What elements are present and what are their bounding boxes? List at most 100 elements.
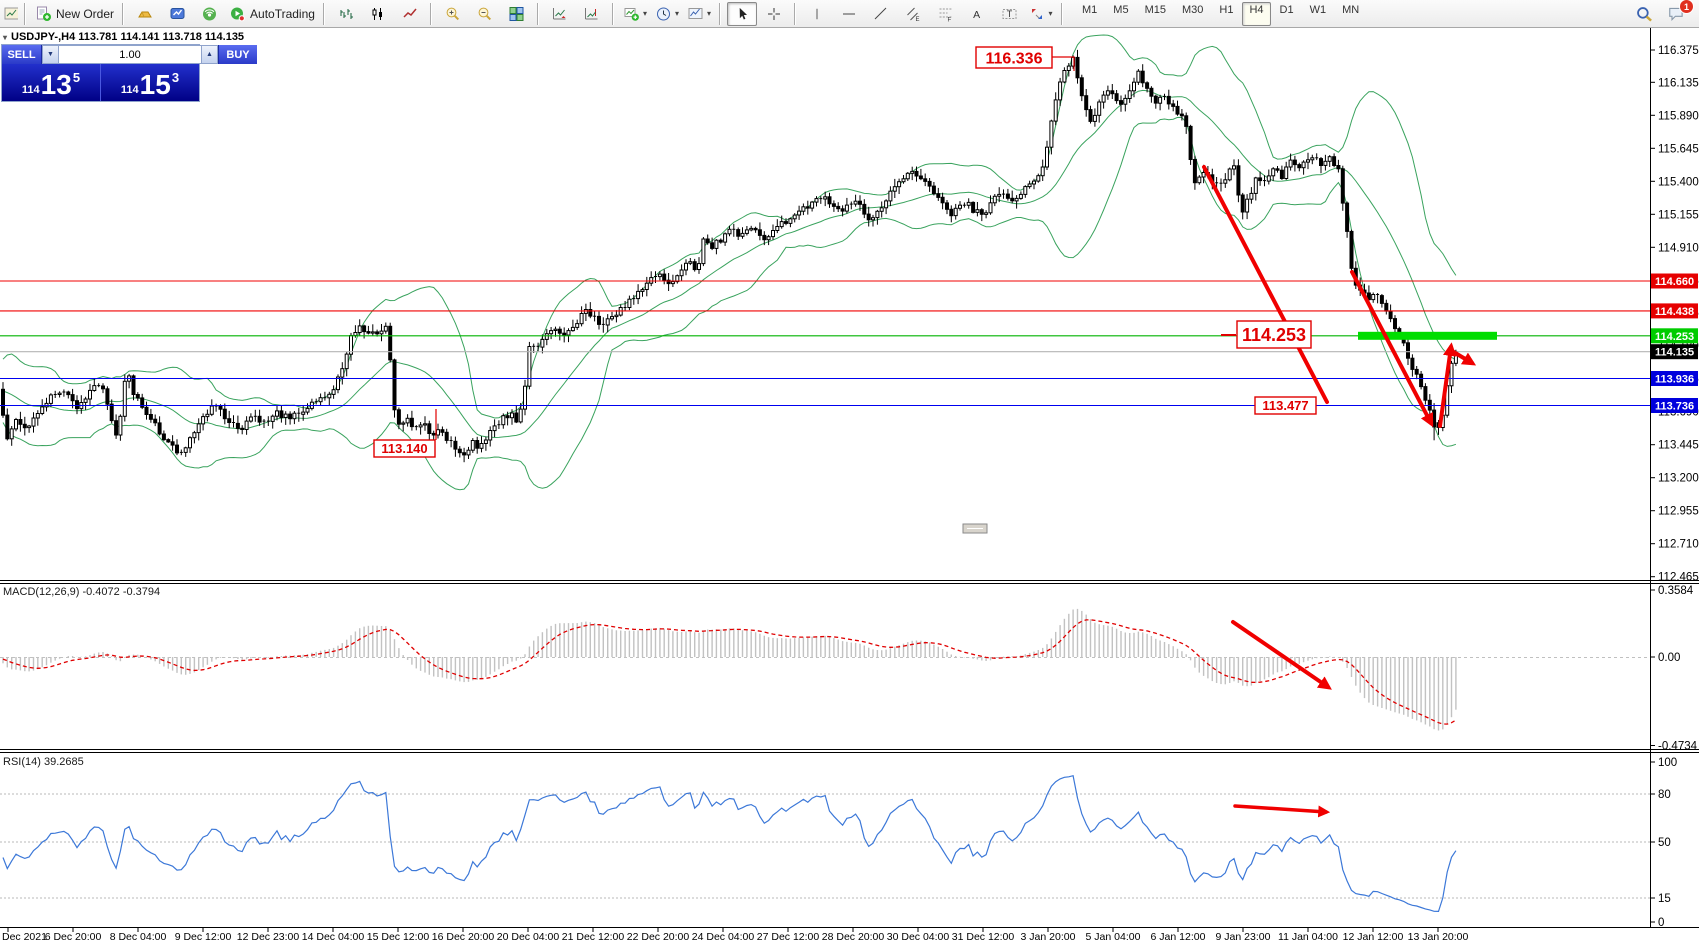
notifications-button[interactable]: 1 — [1661, 0, 1694, 26]
svg-text:113.477: 113.477 — [1262, 398, 1308, 413]
text-button[interactable]: A — [962, 2, 992, 26]
trendline-button[interactable] — [866, 2, 896, 26]
svg-text:16 Dec 20:00: 16 Dec 20:00 — [432, 931, 495, 943]
equidistant-channel-button[interactable]: E — [898, 2, 928, 26]
support-highlight-zone[interactable] — [1358, 331, 1497, 340]
crosshair-button[interactable] — [759, 2, 789, 26]
svg-text:28 Dec 20:00: 28 Dec 20:00 — [822, 931, 885, 943]
sell-price-pips: 13 — [40, 69, 72, 100]
svg-text:-0.4734: -0.4734 — [1658, 741, 1698, 753]
svg-text:114.660: 114.660 — [1655, 276, 1694, 288]
timeframe-M5-button[interactable]: M5 — [1113, 3, 1129, 16]
chevron-down-icon: ▾ — [1048, 9, 1053, 18]
symbol-info: ▾ USDJPY-,H4 113.781 114.141 113.718 114… — [3, 31, 244, 43]
zoom-out-button[interactable] — [470, 2, 500, 26]
svg-text:0: 0 — [1658, 917, 1664, 929]
svg-text:113.736: 113.736 — [1655, 401, 1694, 413]
market-depth-icon — [169, 6, 186, 22]
chevron-down-icon: ▾ — [3, 32, 8, 42]
svg-text:27 Dec 12:00: 27 Dec 12:00 — [757, 931, 820, 943]
timeframe-M1-button[interactable]: M1 — [1082, 3, 1098, 16]
svg-text:0.3584: 0.3584 — [1658, 585, 1694, 597]
chart-shift-button[interactable] — [545, 2, 575, 26]
svg-text:114.253: 114.253 — [1655, 331, 1694, 343]
timeframe-H4-button[interactable]: H4 — [1242, 1, 1271, 26]
zoom-in-button[interactable] — [438, 2, 468, 26]
svg-text:6 Dec 20:00: 6 Dec 20:00 — [45, 931, 102, 943]
horizontal-line-button[interactable] — [834, 2, 864, 26]
volume-increase-button[interactable]: ▲ — [201, 45, 218, 64]
tile-windows-button[interactable] — [502, 2, 532, 26]
bar-chart-button[interactable] — [331, 2, 361, 26]
macd-label: MACD(12,26,9) -0.4072 -0.3794 — [3, 586, 161, 598]
vertical-line-icon — [810, 6, 824, 22]
buy-price-pips: 15 — [139, 69, 171, 100]
periods-button[interactable]: ▾ — [652, 2, 682, 26]
new-order-icon — [35, 6, 52, 22]
macd-signal-line — [2, 619, 1457, 725]
cursor-button[interactable] — [727, 1, 757, 26]
tile-windows-icon — [508, 6, 525, 22]
templates-button[interactable]: ▾ — [684, 2, 714, 26]
fibonacci-icon: F — [937, 6, 954, 22]
svg-text:22 Dec 20:00: 22 Dec 20:00 — [627, 931, 690, 943]
timeframe-D1-button[interactable]: D1 — [1279, 3, 1294, 16]
timeframe-M30-button[interactable]: M30 — [1181, 3, 1204, 16]
new-order-button[interactable]: New Order — [32, 2, 117, 26]
chevron-down-icon: ▾ — [706, 9, 711, 18]
autotrading-icon — [229, 6, 246, 22]
volume-decrease-button[interactable]: ▼ — [42, 45, 59, 64]
buy-button[interactable]: BUY — [218, 45, 257, 64]
gold-button[interactable] — [130, 2, 160, 26]
search-button[interactable] — [1629, 2, 1659, 26]
chevron-down-icon: ▾ — [674, 9, 679, 18]
annotation-labels[interactable]: 116.336 114.253 113.477 113.140 — [373, 46, 1317, 458]
trendline-icon — [873, 6, 889, 22]
chart-autoscroll-button[interactable] — [577, 2, 607, 26]
svg-text:113.936: 113.936 — [1655, 374, 1694, 386]
svg-text:115.155: 115.155 — [1658, 209, 1699, 221]
svg-text:114.253: 114.253 — [1242, 325, 1306, 345]
svg-text:24 Dec 04:00: 24 Dec 04:00 — [692, 931, 755, 943]
new-chart-button[interactable]: ▾ — [620, 2, 650, 26]
svg-text:5 Jan 04:00: 5 Jan 04:00 — [1086, 931, 1141, 943]
panel-splitter-grip[interactable] — [962, 523, 988, 534]
line-chart-button[interactable] — [395, 2, 425, 26]
svg-text:E: E — [915, 17, 919, 22]
timeframe-MN-button[interactable]: MN — [1342, 3, 1360, 16]
signal-button[interactable] — [194, 2, 224, 26]
volume-input[interactable] — [59, 45, 201, 64]
fibonacci-button[interactable]: F — [930, 2, 960, 26]
sell-price-point: 5 — [72, 70, 81, 85]
sell-price[interactable]: 114 13 5 — [2, 64, 101, 101]
timeframe-H1-button[interactable]: H1 — [1219, 3, 1234, 16]
svg-text:11 Jan 04:00: 11 Jan 04:00 — [1278, 931, 1338, 943]
toolbar-separator — [427, 2, 435, 25]
timeframe-M15-button[interactable]: M15 — [1144, 3, 1166, 16]
gold-icon — [136, 6, 154, 22]
timeframe-W1-button[interactable]: W1 — [1309, 3, 1327, 16]
candle-chart-button[interactable] — [363, 2, 393, 26]
buy-price-point: 3 — [171, 70, 180, 85]
drawn-arrows[interactable] — [1202, 165, 1477, 818]
symbol-search-button[interactable] — [1, 2, 19, 26]
autotrading-button[interactable]: AutoTrading — [226, 2, 318, 26]
rsi-line — [2, 774, 1457, 913]
text-label-button[interactable]: T — [994, 2, 1024, 26]
svg-text:9 Dec 12:00: 9 Dec 12:00 — [175, 931, 232, 943]
svg-text:21 Dec 12:00: 21 Dec 12:00 — [562, 931, 625, 943]
buy-price[interactable]: 114 15 3 — [101, 64, 199, 101]
bar-chart-icon — [338, 6, 354, 22]
sell-price-figure: 114 — [21, 84, 40, 96]
line-chart-icon — [402, 6, 418, 22]
svg-text:9 Jan 23:00: 9 Jan 23:00 — [1216, 931, 1271, 943]
vertical-line-button[interactable] — [802, 2, 832, 26]
arrows-button[interactable]: ▾ — [1026, 2, 1056, 26]
market-depth-button[interactable] — [162, 2, 192, 26]
rsi-axis: 100 80 50 15 0 — [1650, 757, 1677, 929]
candle-chart-icon — [370, 6, 386, 22]
sell-button[interactable]: SELL — [2, 45, 42, 64]
equidistant-channel-icon: E — [905, 6, 922, 22]
